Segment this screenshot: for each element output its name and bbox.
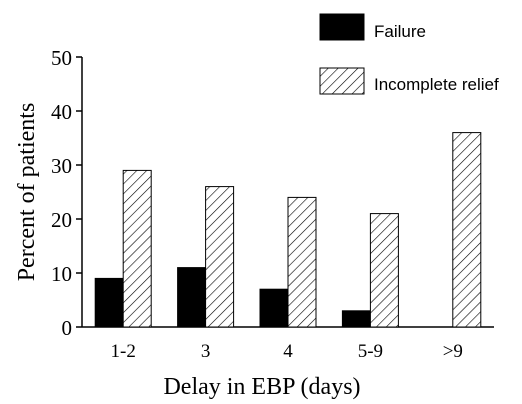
bar-incomplete-relief-3 [369,213,399,328]
x-tick-label: 4 [283,341,293,362]
x-tick-label: 3 [201,341,211,362]
legend-swatch-failure [319,13,365,41]
legend-label-incomplete-relief: Incomplete relief [374,75,499,94]
bar-failure-0 [94,277,124,328]
bar-incomplete-relief-1 [205,186,235,328]
bar-incomplete-relief-2 [287,196,317,328]
bar-failure-3 [341,310,371,328]
y-tick-label: 40 [51,100,72,124]
y-tick-label: 0 [62,316,73,340]
x-axis-ticks: 1-2 3 4 5-9 >9 [111,341,463,362]
bar-failure-2 [259,288,289,328]
x-tick-label: 5-9 [358,341,383,362]
x-tick-label: >9 [443,341,463,362]
x-axis-label: Delay in EBP (days) [163,374,360,400]
bar-incomplete-relief-4 [452,132,482,328]
legend-swatch-incomplete-relief [319,67,365,95]
bar-failure-1 [177,267,207,328]
y-axis-label: Percent of patients [14,103,40,282]
legend: Failure Incomplete relief [319,13,499,95]
legend-label-failure: Failure [374,22,426,41]
x-tick-label: 1-2 [111,341,136,362]
y-tick-label: 20 [51,208,72,232]
y-axis-ticks: 0 10 20 30 40 50 [51,46,82,340]
bars [94,132,482,328]
y-tick-label: 10 [51,262,72,286]
y-tick-label: 50 [51,46,72,70]
y-tick-label: 30 [51,154,72,178]
bar-incomplete-relief-0 [122,169,152,328]
